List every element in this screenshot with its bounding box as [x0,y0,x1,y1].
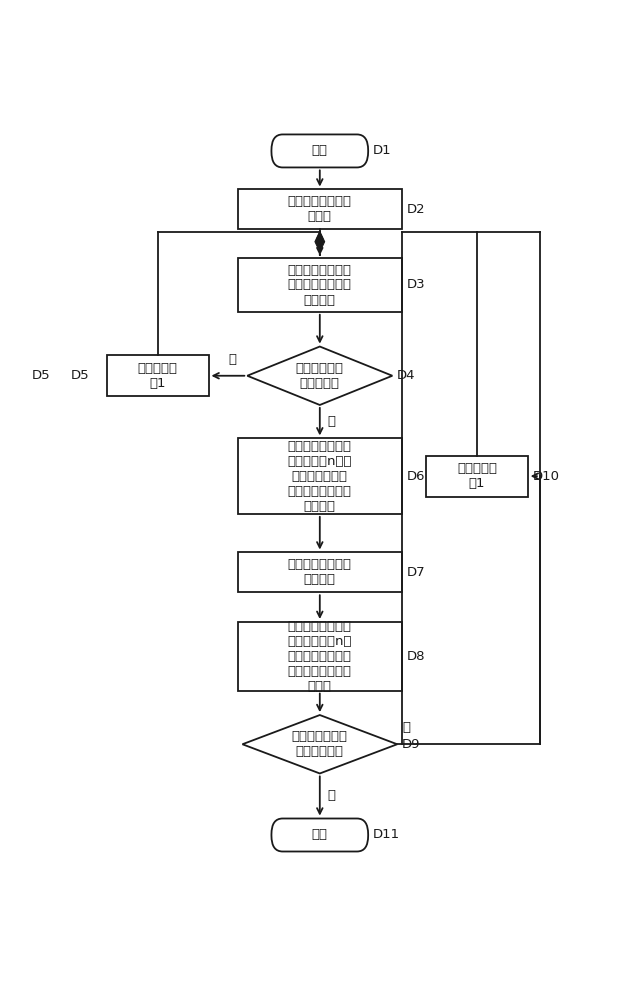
Bar [107,355,208,396]
Text: 同步轮次增
加1: 同步轮次增 加1 [138,362,178,390]
Text: 判断同步轮次
是否为奇数: 判断同步轮次 是否为奇数 [296,362,344,390]
Bar [238,622,402,691]
Polygon shape [247,347,392,405]
Bar [238,552,402,592]
Text: 结束: 结束 [312,828,328,842]
Text: 否: 否 [402,721,410,734]
Text: 是: 是 [229,353,236,366]
Text: 是: 是 [327,789,335,802]
Text: D5: D5 [32,369,51,382]
Bar [238,258,402,312]
Text: D3: D3 [407,278,426,292]
Text: D5: D5 [71,369,89,382]
Text: D10: D10 [533,470,560,483]
Text: 开始: 开始 [312,144,328,157]
Text: D4: D4 [397,369,416,382]
FancyBboxPatch shape [271,134,368,167]
Text: 待同步节点与参考
时钟节点进行免时
间戳交互: 待同步节点与参考 时钟节点进行免时 间戳交互 [288,263,352,306]
Bar [238,189,402,229]
Text: 同步轮次增
加1: 同步轮次增 加1 [457,462,497,490]
Text: 根据卡尔曼增益和
观测矩阵修正n时
刻的时钟偏移和偏
斜，并计算最小均
方误差: 根据卡尔曼增益和 观测矩阵修正n时 刻的时钟偏移和偏 斜，并计算最小均 方误差 [288,620,352,693]
Text: 判断同步轮次是
否达到设定值: 判断同步轮次是 否达到设定值 [292,730,348,758]
Text: 否: 否 [327,415,335,428]
Text: D1: D1 [373,144,392,157]
FancyBboxPatch shape [271,818,368,852]
Text: D2: D2 [407,203,426,216]
Text: 扩展卡尔曼滤波器
初始化: 扩展卡尔曼滤波器 初始化 [288,195,352,223]
Text: D11: D11 [373,828,400,842]
Text: 计算观测值和观测
矩阵，预测n时刻
的时钟偏移和偏
斜，计算预测最小
均方误差: 计算观测值和观测 矩阵，预测n时刻 的时钟偏移和偏 斜，计算预测最小 均方误差 [288,440,352,513]
Bar [426,456,528,497]
Text: D6: D6 [407,470,426,483]
Polygon shape [315,231,324,252]
Bar [238,438,402,514]
Text: 根据观测值计算卡
尔曼增益: 根据观测值计算卡 尔曼增益 [288,558,352,586]
Text: D9: D9 [402,738,421,751]
Polygon shape [242,715,397,773]
Text: D8: D8 [407,650,426,663]
Text: D7: D7 [407,566,426,579]
